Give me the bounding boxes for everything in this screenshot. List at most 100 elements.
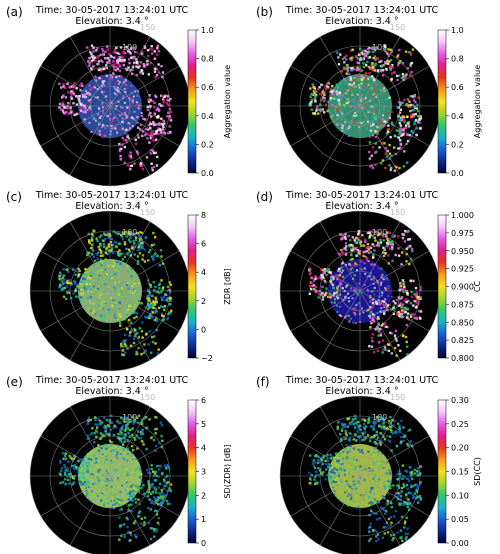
echo-pixel <box>115 65 118 69</box>
echo-pixel <box>93 482 96 485</box>
echo-pixel <box>336 278 339 281</box>
echo-pixel <box>365 52 369 55</box>
echo-pixel <box>334 472 337 475</box>
echo-pixel <box>122 341 125 344</box>
echo-pixel <box>158 291 161 295</box>
echo-pixel <box>162 125 165 128</box>
echo-pixel <box>342 458 345 461</box>
echo-pixel <box>95 429 98 432</box>
echo-pixel <box>118 142 121 146</box>
echo-pixel <box>114 302 117 305</box>
echo-pixel <box>154 307 157 310</box>
echo-pixel <box>153 50 156 53</box>
echo-pixel <box>147 100 151 103</box>
echo-pixel <box>360 78 364 81</box>
colorbar <box>187 214 197 359</box>
echo-pixel <box>414 483 417 487</box>
echo-pixel <box>366 231 369 235</box>
echo-pixel <box>130 232 133 235</box>
echo-pixel <box>162 100 166 104</box>
echo-pixel <box>359 428 362 431</box>
echo-pixel <box>380 440 384 444</box>
echo-pixel <box>314 461 317 464</box>
echo-pixel <box>373 236 376 239</box>
echo-pixel <box>148 48 151 51</box>
echo-pixel <box>377 317 380 320</box>
echo-pixel <box>106 252 109 255</box>
echo-pixel <box>123 535 126 539</box>
echo-pixel <box>112 60 115 63</box>
echo-pixel <box>135 350 138 354</box>
echo-pixel <box>359 435 362 438</box>
echo-pixel <box>132 489 135 493</box>
echo-pixel <box>359 100 362 102</box>
echo-pixel <box>96 96 99 99</box>
echo-pixel <box>308 454 312 457</box>
colorbar-tick-label: −2 <box>201 354 213 363</box>
echo-pixel <box>129 240 132 243</box>
echo-pixel <box>369 165 372 168</box>
echo-pixel <box>140 321 144 324</box>
echo-pixel <box>136 260 140 263</box>
echo-pixel <box>112 299 115 302</box>
azimuth-spoke <box>359 475 401 546</box>
echo-pixel <box>102 320 105 323</box>
echo-pixel <box>137 414 141 417</box>
echo-pixel <box>375 535 378 538</box>
echo-pixel <box>315 109 318 112</box>
echo-pixel <box>90 52 93 55</box>
echo-pixel <box>334 109 337 112</box>
echo-pixel <box>154 236 157 239</box>
echo-pixel <box>140 440 144 443</box>
echo-pixel <box>62 103 65 106</box>
echo-pixel <box>118 56 121 59</box>
echo-pixel <box>410 130 413 133</box>
echo-pixel <box>105 247 108 251</box>
echo-pixel <box>389 487 392 490</box>
echo-pixel <box>165 493 168 497</box>
echo-pixel <box>118 82 121 85</box>
echo-pixel <box>361 452 364 454</box>
echo-pixel <box>120 345 123 348</box>
echo-pixel <box>375 430 378 433</box>
echo-pixel <box>130 476 132 479</box>
echo-pixel <box>98 274 101 277</box>
echo-pixel <box>134 138 137 141</box>
echo-pixel <box>313 87 316 90</box>
echo-pixel <box>381 119 385 122</box>
echo-pixel <box>376 349 379 352</box>
echo-pixel <box>134 236 138 239</box>
echo-pixel <box>371 306 374 309</box>
echo-pixel <box>162 286 165 289</box>
echo-pixel <box>98 129 101 132</box>
echo-pixel <box>370 154 373 157</box>
echo-pixel <box>155 130 158 133</box>
echo-pixel <box>376 533 380 536</box>
echo-pixel <box>360 122 363 124</box>
echo-pixel <box>397 296 400 299</box>
echo-pixel <box>399 282 402 285</box>
echo-pixel <box>400 130 404 133</box>
ring-label: 100 <box>122 413 137 422</box>
echo-pixel <box>371 469 374 472</box>
echo-pixel <box>90 275 92 278</box>
echo-pixel <box>416 483 419 486</box>
echo-pixel <box>121 143 124 146</box>
echo-pixel <box>345 72 348 75</box>
echo-pixel <box>100 115 103 118</box>
echo-pixel <box>362 311 365 314</box>
azimuth-spoke <box>359 250 430 292</box>
echo-pixel <box>416 501 420 504</box>
azimuth-spoke <box>109 475 180 517</box>
echo-pixel <box>317 88 320 91</box>
echo-pixel <box>134 487 137 490</box>
echo-pixel <box>83 277 86 281</box>
echo-pixel <box>380 463 383 466</box>
echo-pixel <box>389 415 392 419</box>
echo-pixel <box>384 348 387 351</box>
echo-pixel <box>154 95 158 99</box>
echo-pixel <box>341 501 344 504</box>
echo-pixel <box>392 307 395 310</box>
echo-pixel <box>118 64 122 68</box>
echo-pixel <box>388 247 392 250</box>
